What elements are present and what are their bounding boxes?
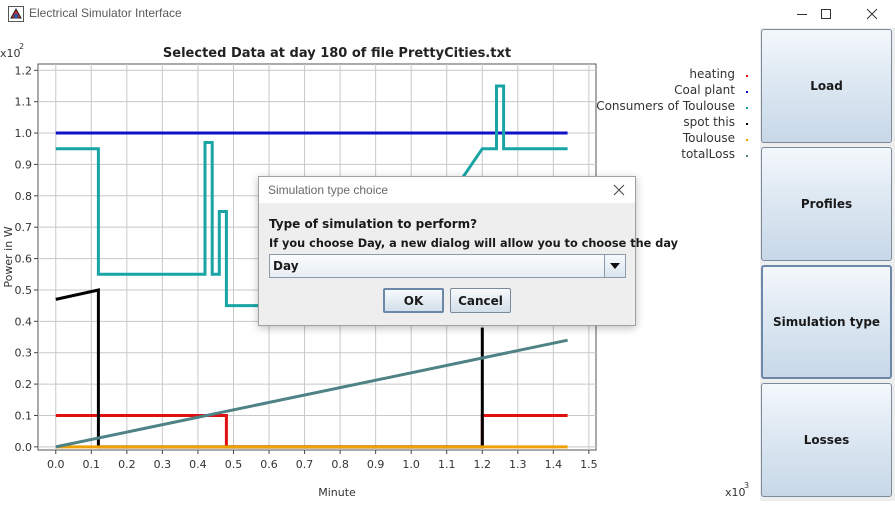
legend-marker xyxy=(746,107,748,109)
y-tick-label: 0.2 xyxy=(15,378,33,391)
close-button[interactable] xyxy=(849,0,895,28)
simulation-type-button[interactable]: Simulation type xyxy=(761,265,892,379)
x-tick-label: 1.5 xyxy=(580,458,598,471)
x-tick-label: 0.1 xyxy=(83,458,101,471)
y-tick-label: 0.0 xyxy=(15,441,33,454)
window-titlebar: Electrical Simulator Interface xyxy=(0,0,895,28)
x-tick-label: 0.7 xyxy=(296,458,314,471)
legend-label: totalLoss xyxy=(681,147,735,161)
window-title: Electrical Simulator Interface xyxy=(29,6,182,20)
series-line-totalloss xyxy=(55,338,568,449)
x-tick-label: 0.5 xyxy=(225,458,243,471)
x-axis-label: Minute xyxy=(318,486,356,499)
y-tick-label: 0.8 xyxy=(15,190,33,203)
y-scale-exponent: 2 xyxy=(19,42,24,51)
x-tick-label: 1.0 xyxy=(402,458,420,471)
close-icon xyxy=(866,8,878,20)
y-scale-label: x10 xyxy=(0,47,21,60)
legend-label: Consumers of Toulouse xyxy=(596,99,735,113)
x-tick-label: 0.4 xyxy=(189,458,207,471)
minimize-button[interactable] xyxy=(779,0,825,28)
select-arrow[interactable] xyxy=(604,255,625,277)
x-tick-label: 0.9 xyxy=(367,458,385,471)
minimize-icon xyxy=(797,14,807,15)
y-tick-label: 0.7 xyxy=(15,221,33,234)
dialog-hint: If you choose Day, a new dialog will all… xyxy=(269,237,678,250)
x-tick-label: 0.8 xyxy=(331,458,349,471)
legend-marker xyxy=(746,123,748,125)
x-scale-exponent: 3 xyxy=(744,481,749,490)
maximize-button[interactable] xyxy=(803,0,849,28)
x-tick-label: 0.3 xyxy=(154,458,172,471)
dialog-titlebar: Simulation type choice xyxy=(259,177,635,203)
simulation-type-dialog: Simulation type choice Type of simulatio… xyxy=(258,176,678,326)
y-tick-label: 0.5 xyxy=(15,284,33,297)
y-tick-label: 1.1 xyxy=(15,96,33,109)
legend-label: spot this xyxy=(683,115,735,129)
x-tick-label: 1.2 xyxy=(474,458,492,471)
chevron-down-icon xyxy=(610,263,620,269)
legend-marker xyxy=(746,91,748,93)
y-tick-label: 0.6 xyxy=(15,253,33,266)
x-tick-label: 0.0 xyxy=(47,458,65,471)
x-tick-label: 0.6 xyxy=(260,458,278,471)
legend-marker xyxy=(746,75,748,77)
losses-button[interactable]: Losses xyxy=(761,383,892,497)
maximize-icon xyxy=(821,9,831,19)
y-tick-label: 0.3 xyxy=(15,347,33,360)
legend-label: Coal plant xyxy=(674,83,735,97)
y-tick-label: 0.9 xyxy=(15,158,33,171)
dialog-close-icon[interactable] xyxy=(611,182,627,198)
legend-label: Toulouse xyxy=(682,131,735,145)
y-tick-label: 1.2 xyxy=(15,64,33,77)
profiles-button[interactable]: Profiles xyxy=(761,147,892,261)
ok-button[interactable]: OK xyxy=(383,288,444,313)
cancel-button[interactable]: Cancel xyxy=(450,288,511,313)
x-scale-label: x10 xyxy=(725,486,746,499)
series-line-consumers-of-toulouse xyxy=(55,84,568,308)
load-button[interactable]: Load xyxy=(761,29,892,143)
chart-title: Selected Data at day 180 of file PrettyC… xyxy=(163,46,511,61)
y-tick-label: 0.1 xyxy=(15,409,33,422)
select-value: Day xyxy=(273,259,299,273)
app-icon xyxy=(8,6,24,22)
legend-marker xyxy=(746,139,748,141)
y-tick-label: 1.0 xyxy=(15,127,33,140)
y-axis-label: Power in W xyxy=(2,226,15,287)
x-tick-label: 1.1 xyxy=(438,458,456,471)
dialog-question: Type of simulation to perform? xyxy=(269,217,478,231)
x-tick-label: 1.4 xyxy=(545,458,563,471)
simulation-type-select[interactable]: Day xyxy=(269,254,626,278)
x-tick-label: 1.3 xyxy=(509,458,527,471)
x-tick-label: 0.2 xyxy=(118,458,136,471)
y-tick-label: 0.4 xyxy=(15,315,33,328)
dialog-title: Simulation type choice xyxy=(268,183,389,197)
side-panel: Load Profiles Simulation type Losses xyxy=(760,28,895,501)
legend-label: heating xyxy=(689,67,735,81)
legend-marker xyxy=(746,155,748,157)
